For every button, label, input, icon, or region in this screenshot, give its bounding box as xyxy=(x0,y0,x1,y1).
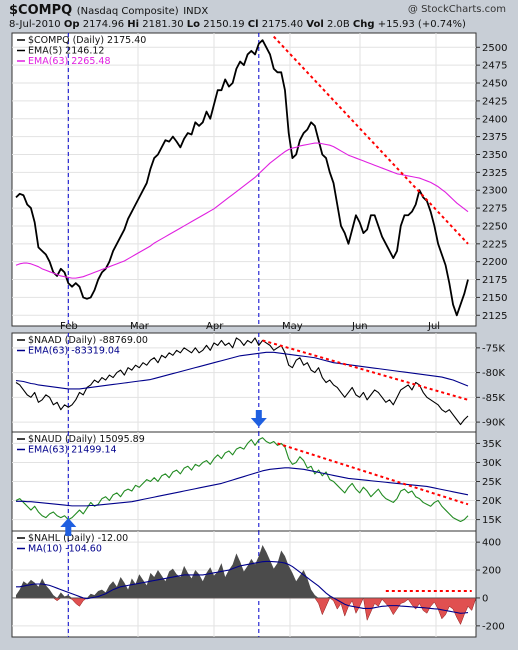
series-line-0-0 xyxy=(15,39,469,317)
y-tick-label: 25K xyxy=(482,477,502,488)
quote-date: 8-Jul-2010 xyxy=(9,19,61,30)
y-tick-label: 2350 xyxy=(482,150,507,161)
x-tick-label: May xyxy=(282,321,303,332)
y-tick-label: -75K xyxy=(482,343,505,354)
y-tick-label: -90K xyxy=(482,418,505,429)
y-tick-label: 2300 xyxy=(482,186,507,197)
y-tick-label: 2375 xyxy=(482,132,507,143)
trendline-0 xyxy=(273,35,469,245)
y-tick-label: 2400 xyxy=(482,114,507,125)
legend-label: EMA(63) 21499.14 xyxy=(28,445,117,456)
y-tick-label: 2325 xyxy=(482,168,507,179)
arrow-down-marker xyxy=(250,410,267,427)
quote-line: 8-Jul-2010 Op 2174.96 Hi 2181.30 Lo 2150… xyxy=(9,19,466,30)
y-tick-label: 2475 xyxy=(482,61,507,72)
y-tick-label: 20K xyxy=(482,496,502,507)
legend-label: $COMPQ (Daily) 2175.40 xyxy=(28,35,146,46)
nahl-ma-line xyxy=(16,560,469,614)
x-tick-label: Jun xyxy=(351,321,368,332)
y-tick-label: 400 xyxy=(482,538,501,549)
arrow-up-marker xyxy=(60,518,77,536)
y-tick-label: 2125 xyxy=(482,311,507,322)
y-tick-label: 30K xyxy=(482,458,502,469)
y-tick-label: 15K xyxy=(482,515,502,526)
y-tick-label: 2500 xyxy=(482,43,507,54)
y-tick-label: 35K xyxy=(482,439,502,450)
series-line-0-2 xyxy=(15,142,469,279)
y-tick-label: 2275 xyxy=(482,204,507,215)
x-tick-label: Feb xyxy=(60,321,78,332)
legend-label: $NAUD (Daily) 15095.89 xyxy=(28,434,145,445)
watermark: @ StockCharts.com xyxy=(407,4,506,15)
y-tick-label: -200 xyxy=(482,621,505,632)
series-line-1-0 xyxy=(15,337,469,426)
x-tick-label: Mar xyxy=(130,321,150,332)
y-tick-label: 2225 xyxy=(482,239,507,250)
legend-label: $NAHL (Daily) -12.00 xyxy=(28,533,128,544)
y-tick-label: 2150 xyxy=(482,293,507,304)
legend-label: EMA(63) 2265.48 xyxy=(28,56,111,67)
y-tick-label: 200 xyxy=(482,566,501,577)
series-line-2-0 xyxy=(15,437,469,523)
legend-label: EMA(63) -83319.04 xyxy=(28,346,120,357)
y-tick-label: 0 xyxy=(482,593,488,604)
legend-label: MA(10) -104.60 xyxy=(28,544,102,555)
exchange: INDX xyxy=(183,6,209,17)
panel-0-frame xyxy=(11,32,477,327)
legend-label: EMA(5) 2146.12 xyxy=(28,46,104,57)
y-tick-label: -85K xyxy=(482,393,505,404)
y-tick-label: 2450 xyxy=(482,79,507,90)
y-tick-label: 2175 xyxy=(482,275,507,286)
x-tick-label: Jul xyxy=(427,321,440,332)
y-tick-label: -80K xyxy=(482,368,505,379)
y-tick-label: 2250 xyxy=(482,221,507,232)
chart-title: $COMPQ (Nasdaq Composite) INDX xyxy=(9,3,208,18)
legend-label: $NAAD (Daily) -88769.00 xyxy=(28,335,148,346)
panel-1-frame xyxy=(11,332,477,433)
symbol: $COMPQ xyxy=(9,3,73,18)
series-line-2-1 xyxy=(16,467,469,507)
series-line-1-1 xyxy=(15,351,469,390)
y-tick-label: 2200 xyxy=(482,257,507,268)
y-tick-label: 2425 xyxy=(482,96,507,107)
x-tick-label: Apr xyxy=(206,321,224,332)
index-name: (Nasdaq Composite) xyxy=(76,6,179,17)
